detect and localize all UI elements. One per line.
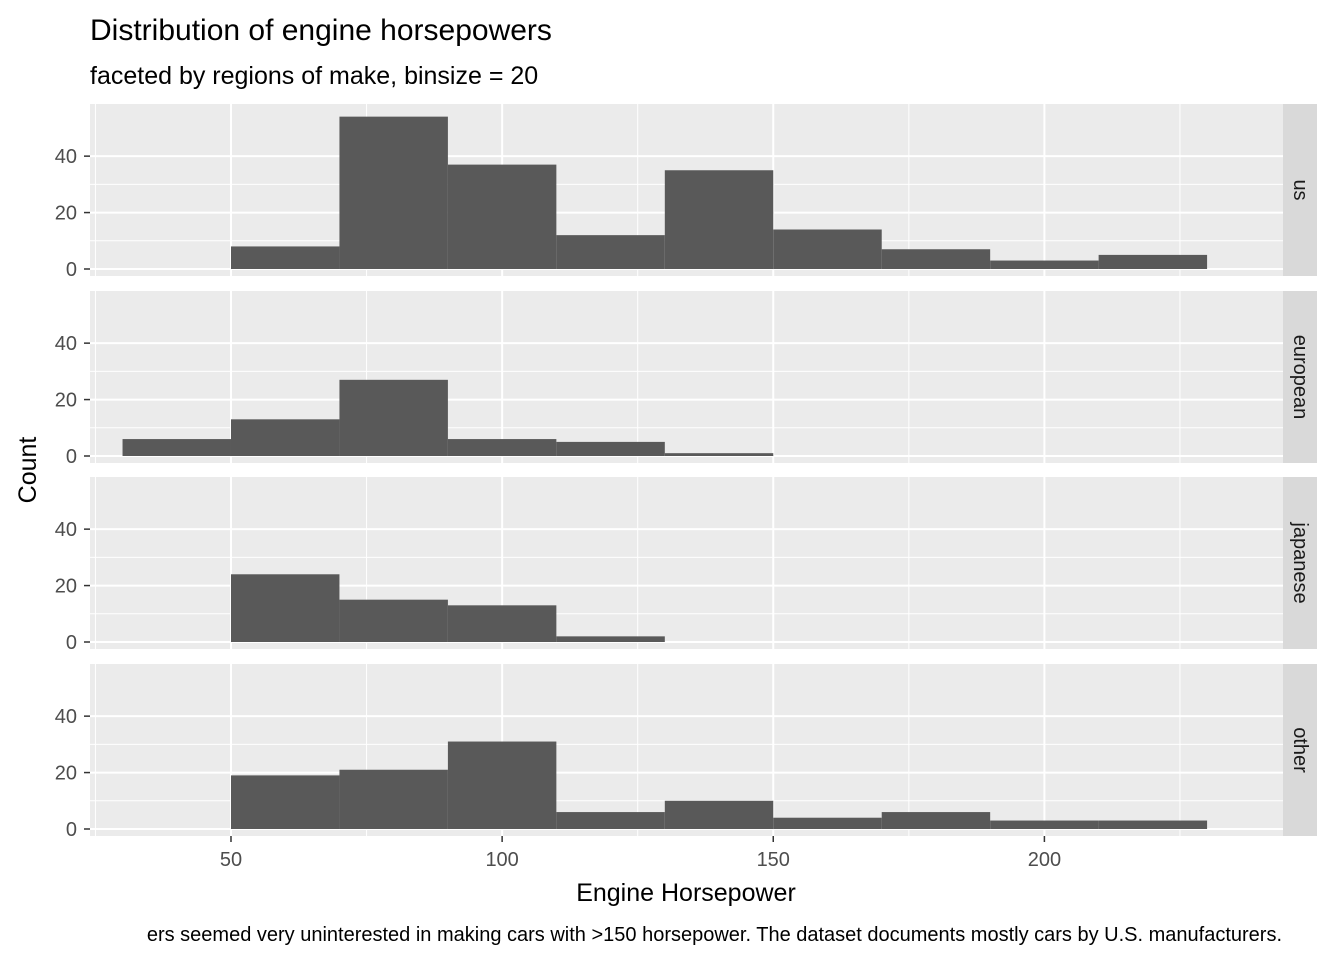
histogram-bar — [556, 812, 665, 829]
y-tick-label: 0 — [66, 446, 77, 468]
facet-strip-label: european — [1289, 335, 1311, 420]
histogram-bar — [122, 439, 231, 456]
histogram-bar — [230, 775, 340, 829]
histogram-bar — [447, 741, 557, 829]
x-axis-title: Engine Horsepower — [576, 879, 796, 907]
histogram-bar — [556, 441, 665, 456]
histogram-bar — [773, 817, 882, 829]
histogram-bar — [230, 574, 340, 642]
y-tick-label: 40 — [55, 333, 77, 355]
histogram-bar — [447, 605, 557, 642]
x-tick-label: 200 — [1028, 849, 1061, 871]
chart-caption: ers seemed very uninterested in making c… — [147, 924, 1282, 946]
y-tick-label: 20 — [55, 576, 77, 598]
y-axis-title: Count — [14, 437, 42, 504]
histogram-bar — [1098, 254, 1208, 269]
chart-title: Distribution of engine horsepowers — [90, 14, 552, 47]
histogram-bar — [339, 769, 448, 829]
x-tick-label: 50 — [220, 849, 242, 871]
histogram-bar — [990, 820, 1099, 829]
facet-panel-european: 0 20 40 european — [55, 291, 1317, 468]
x-axis: 50 100 150 200 — [220, 836, 1061, 871]
y-tick-label: 0 — [66, 819, 77, 841]
histogram-bar — [339, 379, 448, 456]
y-tick-label: 40 — [55, 706, 77, 728]
facet-strip — [1283, 104, 1317, 276]
facet-strip-label: other — [1289, 727, 1311, 773]
facet-panels: 0 20 40 us 0 20 40 european 0 20 40 japanese 0 20 40 ot… — [55, 104, 1317, 841]
histogram-bar — [1098, 820, 1208, 829]
y-tick-label: 0 — [66, 259, 77, 281]
histogram-bar — [990, 260, 1099, 269]
histogram-bar — [881, 249, 991, 269]
histogram-bar — [664, 800, 774, 829]
histogram-bar — [339, 116, 448, 270]
histogram-bar — [339, 599, 448, 642]
facet-strip-label: japanese — [1289, 521, 1311, 603]
facet-strip-label: us — [1289, 179, 1311, 200]
histogram-bar — [230, 419, 340, 456]
histogram-bar — [773, 229, 882, 269]
histogram-bar — [556, 235, 665, 269]
facet-strip — [1283, 477, 1317, 649]
y-tick-label: 20 — [55, 390, 77, 412]
y-tick-label: 0 — [66, 632, 77, 654]
facet-strip — [1283, 291, 1317, 463]
facet-panel-japanese: 0 20 40 japanese — [55, 477, 1317, 654]
histogram-bar — [881, 812, 991, 829]
y-tick-label: 20 — [55, 763, 77, 785]
facet-strip — [1283, 664, 1317, 836]
histogram-bar — [664, 453, 774, 456]
histogram-bar — [447, 439, 557, 456]
histogram-bar — [230, 246, 340, 269]
y-tick-label: 40 — [55, 519, 77, 541]
chart-subtitle: faceted by regions of make, binsize = 20 — [90, 62, 538, 90]
histogram-bar — [664, 170, 774, 269]
histogram-bar — [556, 636, 665, 642]
histogram-bar — [447, 164, 557, 269]
x-tick-label: 150 — [757, 849, 790, 871]
facet-panel-us: 0 20 40 us — [55, 104, 1317, 281]
y-tick-label: 40 — [55, 146, 77, 168]
x-tick-label: 100 — [485, 849, 518, 871]
y-tick-label: 20 — [55, 203, 77, 225]
facet-panel-other: 0 20 40 other — [55, 664, 1317, 841]
